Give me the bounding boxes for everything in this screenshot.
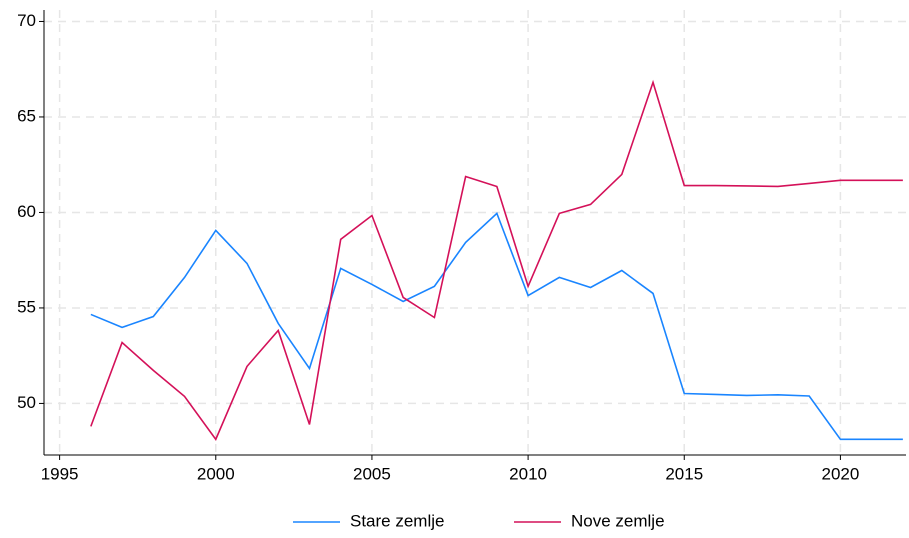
y-tick-label: 70 xyxy=(17,11,36,30)
y-tick-label: 55 xyxy=(17,297,36,316)
x-tick-label: 2010 xyxy=(509,464,547,483)
y-tick-label: 60 xyxy=(17,202,36,221)
y-tick-label: 50 xyxy=(17,393,36,412)
legend-label: Nove zemlje xyxy=(571,511,665,530)
y-tick-label: 65 xyxy=(17,106,36,125)
x-tick-label: 2005 xyxy=(353,464,391,483)
series-line xyxy=(90,212,903,441)
x-tick-label: 2015 xyxy=(665,464,703,483)
x-tick-label: 2000 xyxy=(197,464,235,483)
series-line xyxy=(90,79,903,441)
legend-label: Stare zemlje xyxy=(350,511,444,530)
x-tick-label: 1995 xyxy=(41,464,79,483)
x-tick-label: 2020 xyxy=(821,464,859,483)
